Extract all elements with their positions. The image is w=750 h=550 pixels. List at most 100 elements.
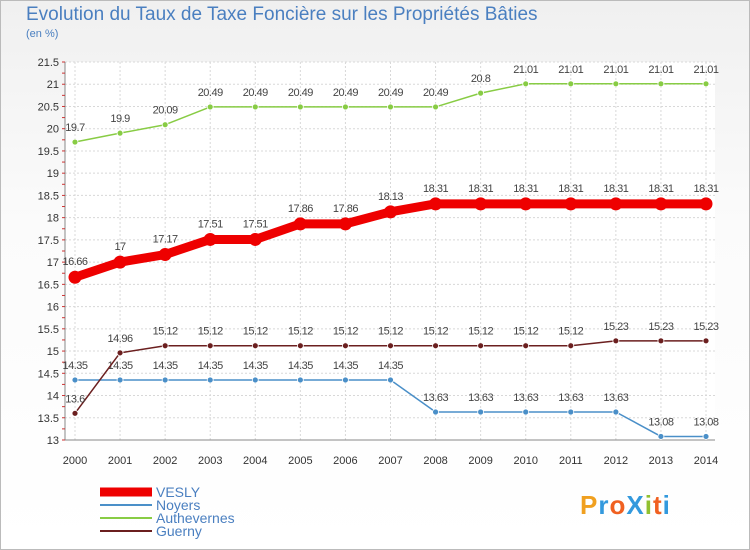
data-point	[158, 248, 172, 262]
data-label: 14.35	[62, 360, 87, 372]
y-tick-label: 16.5	[38, 279, 59, 291]
data-label: 13.63	[603, 392, 628, 404]
y-tick-label: 19.5	[38, 146, 59, 158]
data-label: 13.63	[513, 392, 538, 404]
data-point	[522, 408, 530, 416]
x-tick-label: 2009	[468, 455, 492, 467]
y-tick-label: 16	[47, 302, 59, 314]
data-label: 21.01	[603, 64, 628, 76]
data-label: 18.31	[603, 183, 628, 195]
unit-label: (en %)	[26, 28, 59, 40]
x-tick-label: 2006	[333, 455, 357, 467]
data-label: 15.12	[288, 326, 313, 338]
data-label: 14.35	[198, 360, 223, 372]
chart-title: Evolution du Taux de Taxe Foncière sur l…	[26, 4, 538, 25]
proxiti-logo: ProXiti	[580, 490, 671, 521]
data-label: 13.63	[423, 392, 448, 404]
data-label: 15.12	[243, 326, 268, 338]
data-point	[116, 376, 124, 384]
data-label: 20.09	[153, 105, 178, 117]
y-tick-label: 15.5	[38, 324, 59, 336]
data-label: 15.12	[558, 326, 583, 338]
x-tick-label: 2005	[288, 455, 312, 467]
y-tick-label: 14.5	[38, 368, 59, 380]
data-point	[161, 121, 169, 129]
data-point	[477, 342, 485, 350]
data-label: 20.8	[471, 73, 491, 85]
data-point	[338, 217, 352, 231]
data-label: 18.31	[468, 183, 493, 195]
data-point	[432, 342, 439, 350]
logo-letter: t	[652, 490, 663, 520]
logo-letter: i	[644, 490, 653, 520]
data-point	[251, 342, 259, 350]
data-label: 15.12	[513, 326, 538, 338]
data-point	[206, 103, 214, 111]
data-label: 14.35	[153, 360, 178, 372]
data-point	[206, 342, 214, 350]
data-point	[474, 197, 488, 211]
data-point	[296, 342, 304, 350]
data-point	[702, 433, 710, 440]
data-label: 18.31	[423, 183, 448, 195]
x-tick-label: 2004	[243, 455, 267, 467]
y-tick-label: 20	[47, 124, 59, 136]
data-point	[387, 376, 394, 384]
y-tick-label: 18	[47, 213, 59, 225]
data-label: 19.9	[110, 113, 130, 125]
data-point	[519, 197, 533, 211]
data-point	[387, 103, 394, 111]
data-point	[161, 342, 169, 350]
data-point	[68, 270, 82, 284]
data-label: 21.01	[693, 64, 718, 76]
data-label: 13.63	[468, 392, 493, 404]
data-point	[71, 138, 79, 146]
data-label: 20.49	[288, 87, 313, 99]
data-label: 15.23	[648, 321, 673, 333]
data-point	[609, 197, 623, 211]
data-point	[657, 433, 665, 440]
data-label: 20.49	[423, 87, 448, 99]
legend-label: Noyers	[156, 497, 200, 513]
data-label: 17.86	[288, 203, 313, 215]
logo-letter: i	[662, 490, 671, 520]
data-label: 14.35	[288, 360, 313, 372]
data-label: 13.08	[693, 416, 718, 428]
x-tick-label: 2003	[198, 455, 222, 467]
data-label: 15.23	[603, 321, 628, 333]
data-point	[522, 342, 530, 350]
data-label: 20.49	[198, 87, 223, 99]
data-point	[477, 89, 485, 97]
legend-label: Authevernes	[156, 510, 235, 526]
data-label: 17.17	[153, 234, 178, 246]
data-point	[206, 376, 214, 384]
data-label: 15.12	[423, 326, 448, 338]
data-label: 13.08	[648, 416, 673, 428]
data-point	[522, 80, 530, 88]
data-point	[702, 337, 710, 345]
data-label: 14.35	[243, 360, 268, 372]
x-tick-label: 2000	[63, 455, 87, 467]
data-label: 20.49	[243, 87, 268, 99]
data-point	[657, 80, 665, 88]
data-label: 15.12	[198, 326, 223, 338]
data-label: 14.35	[333, 360, 358, 372]
x-tick-label: 2008	[423, 455, 447, 467]
data-point	[116, 349, 124, 357]
data-point	[71, 409, 79, 417]
y-tick-label: 18.5	[38, 190, 59, 202]
data-point	[116, 129, 124, 137]
data-label: 17.51	[198, 218, 223, 230]
x-tick-label: 2011	[559, 455, 583, 467]
data-point	[203, 232, 217, 246]
y-tick-label: 19	[47, 168, 59, 180]
x-tick-label: 2012	[604, 455, 628, 467]
data-point	[161, 376, 169, 384]
data-point	[342, 376, 349, 384]
y-tick-label: 13.5	[38, 413, 59, 425]
logo-letter: o	[609, 490, 627, 520]
y-tick-label: 21.5	[38, 57, 59, 69]
data-point	[612, 408, 620, 416]
data-point	[702, 80, 710, 88]
